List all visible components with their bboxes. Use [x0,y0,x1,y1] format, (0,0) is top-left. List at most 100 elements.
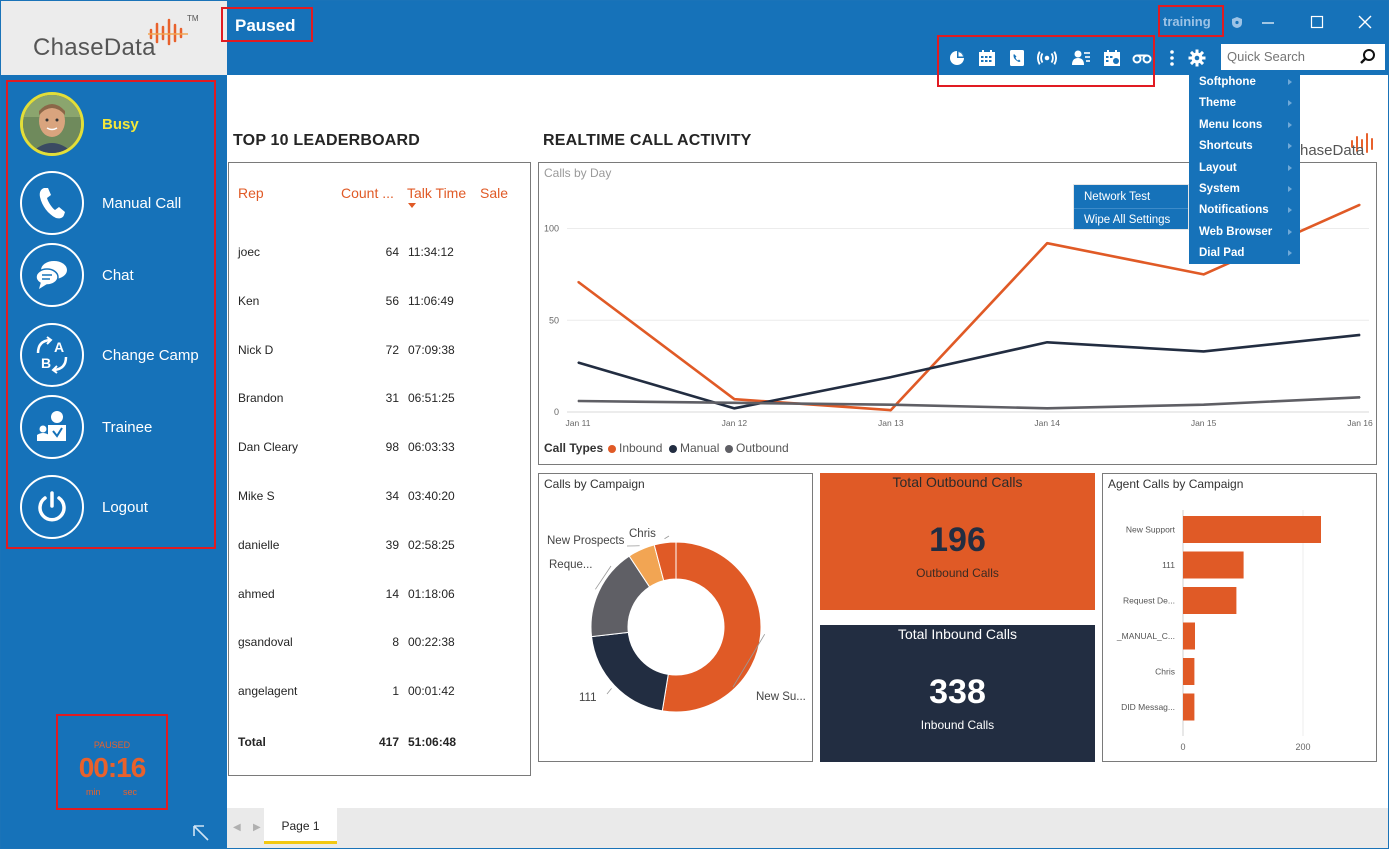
more-options-icon[interactable] [1162,48,1182,68]
close-button[interactable] [1355,12,1375,32]
x-tick-label: Jan 16 [1347,418,1373,428]
timer-value: 00:16 [78,752,147,783]
column-header-rep[interactable]: Rep [238,185,264,201]
logo-trademark: TM [187,14,199,23]
table-row[interactable]: angelagent 1 00:01:42 [229,684,529,704]
maximize-icon [1310,15,1324,29]
label-leader-line [595,565,612,590]
maximize-button[interactable] [1307,12,1327,32]
column-header-count[interactable]: Count ... [341,185,394,201]
data-point [1046,242,1048,244]
data-point [733,407,735,409]
bar [1183,658,1195,685]
data-point [890,409,892,411]
menu-item-softphone[interactable]: Softphone [1189,72,1300,93]
timer-state: PAUSED [93,740,131,750]
menu-item-system[interactable]: System [1189,179,1300,200]
schedule-icon[interactable] [1102,48,1122,68]
bar [1183,693,1195,721]
category-label: Chris [1155,667,1175,677]
kpi-label: Inbound Calls [920,718,995,732]
talk-time: 06:03:33 [408,440,455,454]
pie-chart-icon[interactable] [947,48,967,68]
page-title: Paused [235,16,296,35]
menu-item-label: Dial Pad [1199,247,1245,259]
submenu-arrow-icon [1288,250,1292,256]
calendar-icon[interactable] [977,48,997,68]
table-row[interactable]: Brandon 31 06:51:25 [229,391,529,411]
call-count: 1 [392,684,399,698]
chat-bubbles-icon [20,243,84,307]
bar [1183,516,1321,543]
legend-label-manual[interactable]: Manual [680,441,720,455]
minimize-button[interactable] [1258,12,1278,32]
nav-manual-call[interactable]: Manual Call [20,170,210,236]
nav-logout[interactable]: Logout [20,474,210,540]
nav-trainee[interactable]: Trainee [20,394,210,460]
leaderboard-title: TOP 10 LEADERBOARD [233,132,421,149]
table-row[interactable]: joec 64 11:34:12 [229,245,529,265]
gear-icon[interactable] [1187,48,1207,68]
trainee-icon [20,395,84,459]
legend-label-inbound[interactable]: Inbound [619,441,663,455]
nav-label-manual-call: Manual Call [102,194,182,212]
search-icon[interactable] [1359,48,1377,66]
activity-logo-text: haseData [1300,142,1365,159]
table-row[interactable]: danielle 39 02:58:25 [229,538,529,558]
menu-item-shortcuts[interactable]: Shortcuts [1189,136,1300,157]
column-header-sale[interactable]: Sale [480,185,509,201]
data-point [577,361,579,364]
talk-time: 00:22:38 [408,635,455,649]
nav-change-camp[interactable]: A B Change Camp [20,322,210,388]
menu-item-menu-icons[interactable]: Menu Icons [1189,115,1300,136]
activity-title: REALTIME CALL ACTIVITY [543,132,752,149]
submenu-item-network-test[interactable]: Network Test [1084,191,1151,203]
pause-timer: PAUSED 00:16 min sec [56,714,168,810]
table-row[interactable]: Ken 56 11:06:49 [229,294,529,314]
agent-status[interactable]: Busy [20,91,210,157]
menu-item-layout[interactable]: Layout [1189,158,1300,179]
logo-text: ChaseData [33,34,156,61]
menu-item-dial-pad[interactable]: Dial Pad [1189,243,1300,264]
next-page-icon[interactable]: ▶ [253,822,261,833]
menu-item-label: Softphone [1199,76,1256,88]
call-count: 34 [385,489,399,503]
legend-label-outbound[interactable]: Outbound [736,441,789,455]
broadcast-icon[interactable] [1037,48,1057,68]
menu-item-notifications[interactable]: Notifications [1189,200,1300,221]
training-label[interactable]: training [1163,14,1211,29]
prev-page-icon[interactable]: ◀ [233,822,241,833]
total-label: Total [238,735,266,749]
y-tick-label: 0 [554,407,559,417]
shield-icon[interactable] [1231,16,1243,29]
total-inbound-card: Total Inbound Calls 338 Inbound Calls [820,625,1095,762]
submenu-item-wipe-all-settings[interactable]: Wipe All Settings [1074,208,1188,230]
table-row[interactable]: ahmed 14 01:18:06 [229,587,529,607]
tab-page-1[interactable]: Page 1 [264,808,337,844]
talk-time: 01:18:06 [408,587,455,601]
table-row[interactable]: Nick D 72 07:09:38 [229,343,529,363]
submenu-arrow-icon [1288,165,1292,171]
search-input[interactable] [1227,49,1357,64]
sidebar: ChaseData TM [0,0,227,849]
expand-arrow-icon[interactable] [192,824,210,842]
nav-chat[interactable]: Chat [20,242,210,308]
menu-item-label: System [1199,183,1240,195]
menu-item-theme[interactable]: Theme [1189,93,1300,114]
table-row[interactable]: Dan Cleary 98 06:03:33 [229,440,529,460]
total-time: 51:06:48 [408,735,457,749]
menu-item-web-browser[interactable]: Web Browser [1189,222,1300,243]
contacts-icon[interactable] [1071,48,1091,68]
phone-book-icon[interactable] [1007,48,1027,68]
category-label: _MANUAL_C... [1116,631,1175,641]
system-submenu: Network Test Wipe All Settings [1073,184,1189,230]
header: Paused training [221,0,1389,87]
voicemail-icon[interactable] [1132,48,1152,68]
category-label: Request De... [1123,596,1175,606]
table-row[interactable]: Mike S 34 03:40:20 [229,489,529,509]
slice-label: Reque... [549,559,592,571]
category-label: New Support [1126,525,1176,535]
table-row[interactable]: gsandoval 8 00:22:38 [229,635,529,655]
column-header-talk-time[interactable]: Talk Time [407,185,467,201]
